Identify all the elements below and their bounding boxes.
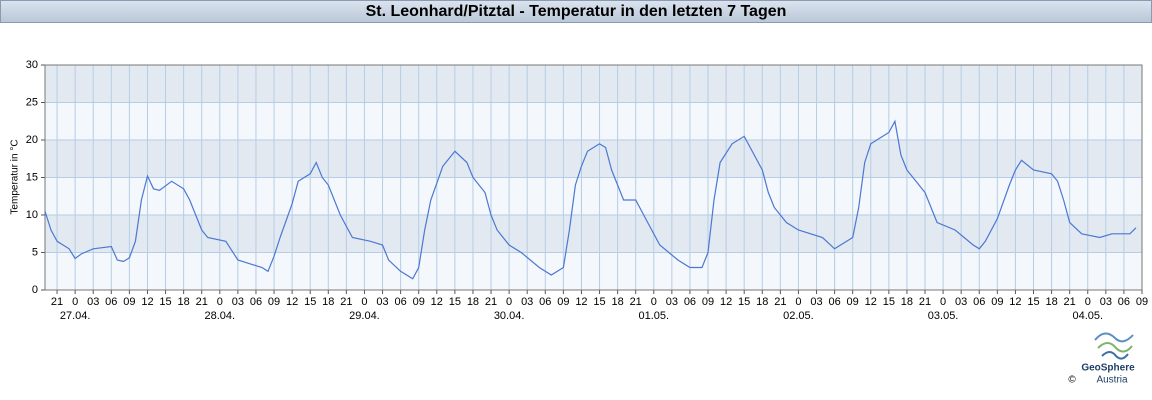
y-tick-label: 0 bbox=[32, 284, 38, 296]
x-tick-label: 06 bbox=[105, 296, 117, 308]
date-label: 30.04. bbox=[494, 310, 525, 322]
x-tick-label: 03 bbox=[1100, 296, 1112, 308]
band bbox=[45, 65, 1142, 103]
logo bbox=[1094, 332, 1134, 360]
x-tick-label: 15 bbox=[1027, 296, 1039, 308]
x-tick-label: 12 bbox=[575, 296, 587, 308]
x-tick-label: 0 bbox=[940, 296, 946, 308]
x-tick-label: 06 bbox=[973, 296, 985, 308]
x-tick-label: 12 bbox=[286, 296, 298, 308]
x-tick-label: 21 bbox=[196, 296, 208, 308]
x-tick-label: 09 bbox=[557, 296, 569, 308]
x-tick-label: 06 bbox=[250, 296, 262, 308]
x-tick-label: 18 bbox=[611, 296, 623, 308]
date-label: 02.05. bbox=[783, 310, 814, 322]
x-tick-label: 0 bbox=[72, 296, 78, 308]
x-tick-label: 03 bbox=[232, 296, 244, 308]
x-tick-label: 18 bbox=[756, 296, 768, 308]
x-tick-label: 0 bbox=[506, 296, 512, 308]
x-tick-label: 09 bbox=[847, 296, 859, 308]
band bbox=[45, 215, 1142, 253]
y-tick-label: 20 bbox=[26, 134, 38, 146]
x-tick-label: 12 bbox=[141, 296, 153, 308]
band bbox=[45, 140, 1142, 178]
date-label: 28.04. bbox=[204, 310, 235, 322]
x-tick-label: 21 bbox=[485, 296, 497, 308]
x-tick-label: 21 bbox=[1064, 296, 1076, 308]
x-tick-label: 12 bbox=[431, 296, 443, 308]
y-tick-label: 30 bbox=[26, 59, 38, 71]
x-tick-label: 12 bbox=[865, 296, 877, 308]
x-tick-label: 06 bbox=[1118, 296, 1130, 308]
date-label: 27.04. bbox=[60, 310, 91, 322]
x-tick-label: 0 bbox=[217, 296, 223, 308]
x-tick-label: 09 bbox=[123, 296, 135, 308]
chart-title: St. Leonhard/Pitztal - Temperatur in den… bbox=[366, 3, 787, 20]
plot-frame bbox=[44, 64, 1143, 291]
x-tick-label: 09 bbox=[413, 296, 425, 308]
y-tick-label: 25 bbox=[26, 96, 38, 108]
date-label: 01.05. bbox=[638, 310, 669, 322]
x-tick-label: 15 bbox=[593, 296, 605, 308]
x-tick-label: 15 bbox=[159, 296, 171, 308]
country: Austria bbox=[1096, 375, 1128, 386]
x-tick-label: 0 bbox=[795, 296, 801, 308]
x-tick-label: 09 bbox=[702, 296, 714, 308]
x-tick-label: 03 bbox=[955, 296, 967, 308]
x-tick-label: 09 bbox=[991, 296, 1003, 308]
band bbox=[45, 177, 1142, 215]
x-tick-label: 09 bbox=[1136, 296, 1148, 308]
x-tick-label: 15 bbox=[738, 296, 750, 308]
temperature-line bbox=[44, 119, 1137, 280]
x-tick-label: 03 bbox=[810, 296, 822, 308]
x-tick-label: 03 bbox=[521, 296, 533, 308]
x-tick-label: 15 bbox=[883, 296, 895, 308]
x-tick-label: 18 bbox=[901, 296, 913, 308]
date-label: 29.04. bbox=[349, 310, 380, 322]
y-tick-label: 5 bbox=[32, 246, 38, 258]
x-tick-label: 18 bbox=[1045, 296, 1057, 308]
date-label: 03.05. bbox=[928, 310, 959, 322]
x-tick-label: 18 bbox=[467, 296, 479, 308]
x-tick-label: 0 bbox=[1085, 296, 1091, 308]
x-tick-label: 12 bbox=[1009, 296, 1021, 308]
x-tick-label: 21 bbox=[340, 296, 352, 308]
y-axis-label: Temperatur in °C bbox=[10, 139, 21, 214]
band bbox=[45, 252, 1142, 290]
x-tick-label: 06 bbox=[394, 296, 406, 308]
x-tick-label: 21 bbox=[51, 296, 63, 308]
x-tick-label: 0 bbox=[361, 296, 367, 308]
brand: GeoSphere bbox=[1081, 363, 1135, 374]
y-tick-label: 10 bbox=[26, 209, 38, 221]
x-tick-label: 15 bbox=[304, 296, 316, 308]
x-tick-label: 03 bbox=[666, 296, 678, 308]
x-tick-label: 15 bbox=[449, 296, 461, 308]
x-tick-label: 06 bbox=[684, 296, 696, 308]
copyright: © bbox=[1068, 375, 1076, 386]
band bbox=[45, 102, 1142, 140]
x-tick-label: 18 bbox=[322, 296, 334, 308]
x-tick-label: 18 bbox=[178, 296, 190, 308]
x-tick-label: 03 bbox=[376, 296, 388, 308]
x-tick-label: 21 bbox=[630, 296, 642, 308]
x-tick-label: 06 bbox=[539, 296, 551, 308]
date-label: 04.05. bbox=[1072, 310, 1103, 322]
x-tick-label: 21 bbox=[774, 296, 786, 308]
x-tick-label: 12 bbox=[720, 296, 732, 308]
y-tick-label: 15 bbox=[26, 171, 38, 183]
x-tick-label: 0 bbox=[651, 296, 657, 308]
x-tick-label: 21 bbox=[919, 296, 931, 308]
x-tick-label: 03 bbox=[87, 296, 99, 308]
x-tick-label: 09 bbox=[268, 296, 280, 308]
x-tick-label: 06 bbox=[828, 296, 840, 308]
